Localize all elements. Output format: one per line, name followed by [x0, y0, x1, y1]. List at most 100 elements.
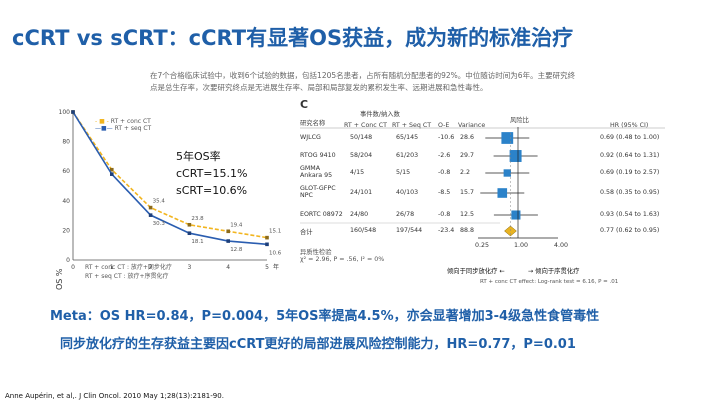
os-curve-chart: 0 20 40 60 80 100 0 1 2 3 4 5 年 35.4 23.8 19.4 15.1 30.3 1…	[55, 100, 315, 290]
axis-tick-025: 0.25	[475, 242, 490, 249]
legend-item-conc: - ■ - RT + conc CT	[95, 118, 151, 125]
forest-cell-var: 28.6	[460, 134, 475, 141]
hr-square	[509, 150, 522, 162]
y-tick-label: 100	[59, 109, 71, 116]
data-point	[71, 110, 75, 114]
col-seq: RT + Seq CT	[392, 122, 432, 129]
data-label: 35.4	[153, 199, 166, 205]
col-hr-ci: HR (95% CI)	[610, 122, 649, 129]
scrt-os-rate: sCRT=10.6%	[176, 184, 248, 197]
data-point	[226, 229, 230, 234]
y-axis-label: OS %	[55, 268, 64, 290]
forest-plot: C 事件数/纳入数 研究名称 RT + Conc CT RT + Seq CT …	[300, 98, 670, 288]
hr-square	[501, 132, 514, 144]
y-tick-label: 40	[62, 198, 70, 205]
data-point	[187, 222, 192, 227]
col-study: 研究名称	[300, 120, 326, 127]
forest-cell-oe: -0.8	[438, 211, 451, 218]
forest-cell-hr_text: 0.77 (0.62 to 0.95)	[600, 227, 660, 234]
data-label: 10.6	[269, 250, 282, 256]
slide-title: cCRT vs sCRT：cCRT有显著OS获益，成为新的标准治疗	[12, 26, 574, 50]
col-oe: O-E	[438, 122, 450, 129]
forest-cell-name: GMMA Ankara 95	[300, 165, 333, 179]
forest-cell-hr_text: 0.93 (0.54 to 1.63)	[600, 211, 660, 218]
forest-cell-conc: 160/548	[350, 227, 377, 234]
series-line-seq	[72, 111, 268, 246]
forest-cell-oe: -10.6	[438, 134, 455, 141]
forest-cell-conc: 24/101	[350, 189, 373, 196]
effect-note: RT + conc CT effect: Log-rank test = 6.1…	[480, 279, 619, 285]
forest-cell-seq: 197/544	[396, 227, 423, 234]
data-label: 15.1	[269, 229, 281, 235]
hr-square	[511, 210, 521, 220]
forest-cell-oe: -8.5	[438, 189, 451, 196]
hr-square	[503, 169, 511, 177]
data-label: 19.4	[230, 222, 243, 228]
axis-tick-400: 4.00	[554, 242, 569, 249]
data-point	[110, 172, 114, 176]
citation: Anne Aupérin, et al,. J Clin Oncol. 2010…	[5, 392, 224, 400]
favor-concurrent: 倾向于同步放化疗 ←	[447, 268, 505, 275]
data-point	[148, 205, 153, 210]
forest-cell-oe: -23.4	[438, 227, 455, 234]
events-header: 事件数/纳入数	[360, 111, 400, 118]
legend-lower-conc: RT + conc CT : 放疗+同步化疗	[85, 264, 172, 271]
col-conc: RT + Conc CT	[344, 122, 387, 129]
forest-cell-hr_text: 0.92 (0.64 to 1.31)	[600, 152, 660, 159]
forest-cell-name: RTOG 9410	[300, 152, 336, 159]
x-unit-label: 年	[273, 263, 279, 271]
forest-cell-var: 12.5	[460, 211, 475, 218]
heterogeneity-title: 异质性检验	[300, 249, 332, 256]
heterogeneity-stats: χ² = 2.96, P = .56, I² = 0%	[300, 256, 385, 263]
data-point	[226, 239, 230, 243]
forest-cell-hr_text: 0.69 (0.48 to 1.00)	[600, 134, 660, 141]
forest-cell-conc: 24/80	[350, 211, 369, 218]
forest-cell-oe: -2.6	[438, 152, 451, 159]
panel-letter: C	[300, 98, 309, 111]
meta-summary-line-1: Meta：OS HR=0.84，P=0.004，5年OS率提高4.5%，亦会显著…	[50, 309, 600, 324]
forest-cell-hr_text: 0.58 (0.35 to 0.95)	[600, 189, 660, 196]
x-tick-label: 1	[110, 264, 114, 271]
legend-item-seq: —■— RT + seq CT	[95, 125, 152, 132]
data-label: 12.8	[230, 247, 243, 253]
legend-top: - ■ - RT + conc CT —■— RT + seq CT	[95, 118, 151, 132]
y-tick-label: 80	[62, 139, 70, 146]
forest-cell-var: 29.7	[460, 152, 475, 159]
five-year-os-title: 5年OS率	[176, 150, 221, 163]
legend-bottom: RT + conc CT : 放疗+同步化疗 RT + seq CT : 放疗+…	[85, 262, 172, 280]
forest-cell-var: 2.2	[460, 169, 471, 176]
forest-cell-seq: 26/78	[396, 211, 415, 218]
forest-cell-conc: 50/148	[350, 134, 373, 141]
ccrt-os-rate: cCRT=15.1%	[176, 167, 248, 180]
forest-cell-hr_text: 0.69 (0.19 to 2.57)	[600, 169, 660, 176]
y-tick-label: 0	[66, 257, 70, 264]
favor-sequential: → 倾向于序贯化疗	[528, 268, 580, 275]
forest-cell-name: 合计	[300, 229, 313, 236]
five-year-os-box: 5年OS率 cCRT=15.1% sCRT=10.6%	[176, 148, 247, 199]
forest-cell-oe: -0.8	[438, 169, 451, 176]
col-variance: Variance	[458, 122, 486, 129]
forest-cell-seq: 5/15	[396, 169, 411, 176]
forest-plot-svg	[300, 127, 665, 239]
os-curve-svg: 0 20 40 60 80 100 0 1 2 3 4 5 年 35.4 23.8 19.4 15.1 30.3 1…	[59, 109, 282, 271]
data-point	[148, 213, 153, 217]
data-point	[110, 167, 114, 172]
meta-summary-line-2: 同步放化疗的生存获益主要因cCRT更好的局部进展风险控制能力，HR=0.77，P…	[60, 337, 576, 352]
x-tick-label: 2	[149, 264, 153, 271]
forest-cell-name: WJLCG	[300, 134, 321, 141]
axis-tick-100: 1.00	[514, 242, 529, 249]
forest-cell-conc: 4/15	[350, 169, 365, 176]
legend-lower-seq: RT + seq CT : 放疗+序贯化疗	[85, 273, 169, 280]
col-hazard-ratio: 风险比	[510, 117, 529, 124]
data-point	[265, 242, 269, 247]
forest-cell-name: GLOT-GFPC NPC	[300, 185, 336, 199]
forest-cell-var: 88.8	[460, 227, 475, 234]
data-label: 30.3	[153, 221, 166, 227]
y-tick-label: 20	[62, 227, 70, 234]
hr-square	[497, 188, 508, 198]
intro-text: 在7个合格临床试验中，收到6个试验的数据，包括1205名患者，占所有随机分配患者…	[150, 71, 576, 92]
series-line-conc	[72, 111, 268, 239]
forest-cell-var: 15.7	[460, 189, 475, 196]
forest-cell-name: EORTC 08972	[300, 211, 343, 218]
forest-cell-seq: 40/103	[396, 189, 419, 196]
